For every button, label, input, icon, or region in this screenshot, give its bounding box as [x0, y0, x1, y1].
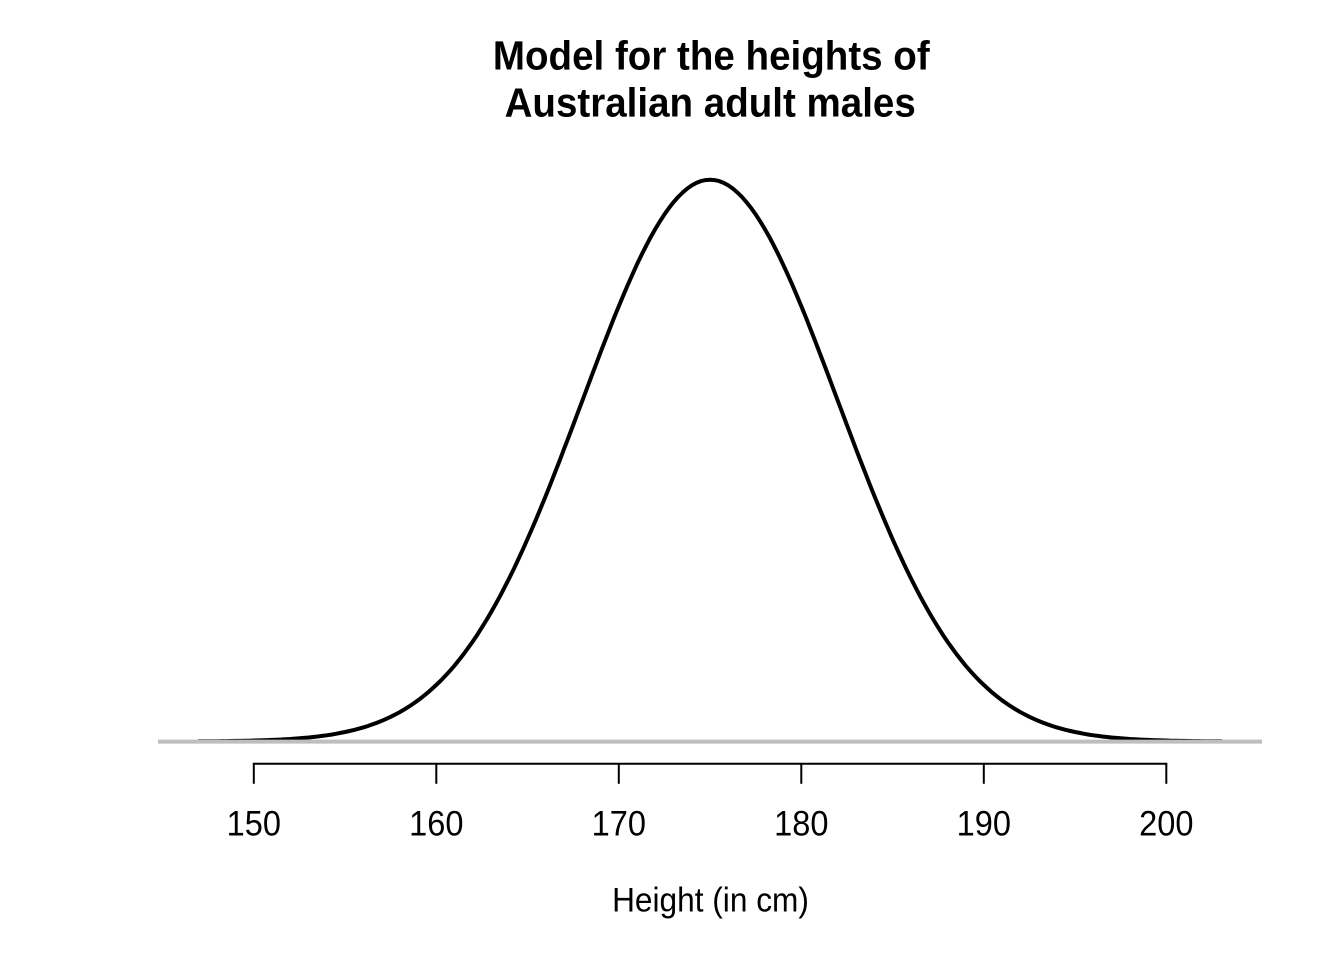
svg-text:180: 180 — [774, 804, 828, 843]
svg-text:Model for the heights of: Model for the heights of — [493, 33, 930, 79]
svg-text:Australian adult males: Australian adult males — [505, 79, 916, 125]
svg-text:170: 170 — [592, 804, 646, 843]
svg-text:Height (in cm): Height (in cm) — [612, 881, 809, 919]
svg-text:160: 160 — [409, 804, 463, 843]
svg-text:190: 190 — [957, 804, 1011, 843]
svg-text:200: 200 — [1139, 804, 1193, 843]
svg-text:150: 150 — [227, 804, 281, 843]
